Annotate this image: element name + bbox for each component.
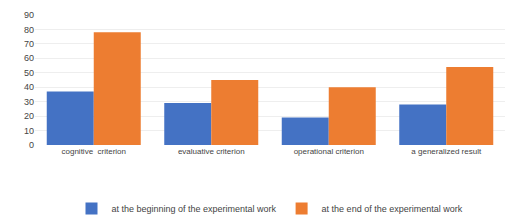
- svg-text:operational criterion: operational criterion: [294, 147, 364, 156]
- svg-text:0: 0: [29, 140, 34, 150]
- svg-text:cognitive criterion: cognitive criterion: [62, 147, 126, 156]
- svg-text:50: 50: [24, 68, 34, 78]
- svg-text:10: 10: [24, 126, 34, 136]
- svg-text:evaluative criterion: evaluative criterion: [178, 147, 245, 156]
- svg-text:60: 60: [24, 53, 34, 63]
- svg-text:at the beginning of the experi: at the beginning of the experimental wor…: [112, 204, 277, 214]
- svg-text:80: 80: [24, 25, 34, 35]
- svg-text:at the end of the experimental: at the end of the experimental work: [322, 204, 463, 214]
- svg-text:a generalized result: a generalized result: [411, 147, 482, 156]
- svg-text:20: 20: [24, 111, 34, 121]
- svg-text:40: 40: [24, 82, 34, 92]
- svg-text:70: 70: [24, 39, 34, 49]
- svg-text:90: 90: [24, 10, 34, 20]
- svg-text:30: 30: [24, 97, 34, 107]
